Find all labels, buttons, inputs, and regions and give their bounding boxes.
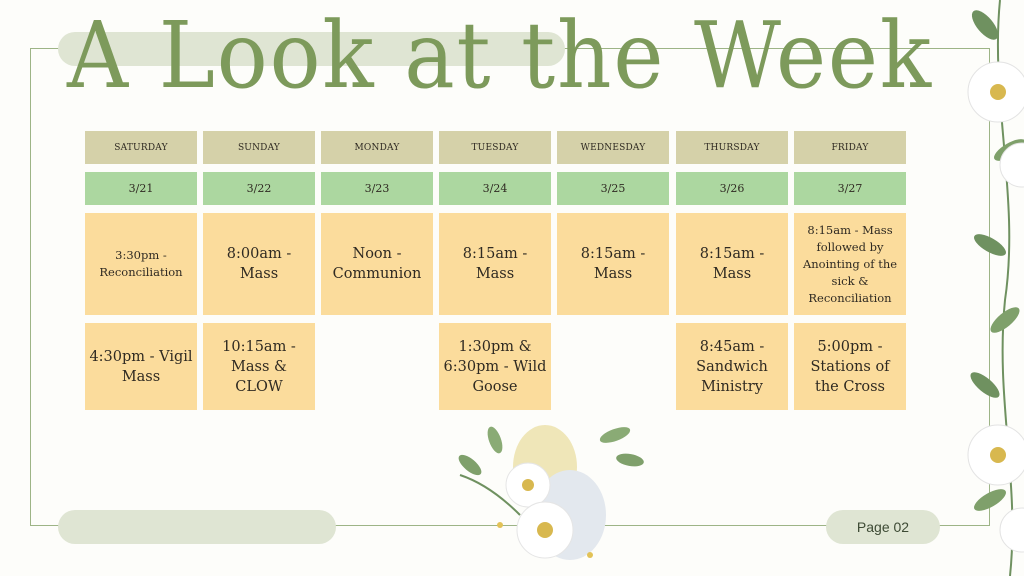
day-header: SATURDAY: [85, 131, 197, 164]
day-header: FRIDAY: [794, 131, 906, 164]
event-cell: 1:30pm & 6:30pm - Wild Goose: [439, 323, 551, 410]
event-cell: 8:45am - Sandwich Ministry: [676, 323, 788, 410]
day-header: SUNDAY: [203, 131, 315, 164]
date-header: 3/24: [439, 172, 551, 205]
decorative-pill-top: [58, 32, 565, 66]
flower-vine-border-icon: [967, 0, 1024, 576]
event-cell: 5:00pm - Stations of the Cross: [794, 323, 906, 410]
day-header: WEDNESDAY: [557, 131, 669, 164]
event-cell: 4:30pm - Vigil Mass: [85, 323, 197, 410]
date-header: 3/27: [794, 172, 906, 205]
easter-egg-flowers-icon: [458, 425, 644, 560]
event-cell: 8:15am - Mass: [676, 213, 788, 315]
day-header: THURSDAY: [676, 131, 788, 164]
event-cell: 3:30pm - Reconciliation: [85, 213, 197, 315]
event-cell: 8:00am - Mass: [203, 213, 315, 315]
page-number: Page 02: [826, 510, 940, 544]
event-cell: 8:15am - Mass: [557, 213, 669, 315]
event-cell: 8:15am - Mass followed by Anointing of t…: [794, 213, 906, 315]
event-cell: 10:15am - Mass & CLOW: [203, 323, 315, 410]
day-header: TUESDAY: [439, 131, 551, 164]
date-header: 3/23: [321, 172, 433, 205]
date-header: 3/26: [676, 172, 788, 205]
page-title: A Look at the Week: [67, 2, 933, 109]
date-header: 3/22: [203, 172, 315, 205]
day-header: MONDAY: [321, 131, 433, 164]
date-header: 3/25: [557, 172, 669, 205]
decorative-pill-bottom: [58, 510, 336, 544]
event-cell: Noon - Communion: [321, 213, 433, 315]
date-header: 3/21: [85, 172, 197, 205]
event-cell: 8:15am - Mass: [439, 213, 551, 315]
